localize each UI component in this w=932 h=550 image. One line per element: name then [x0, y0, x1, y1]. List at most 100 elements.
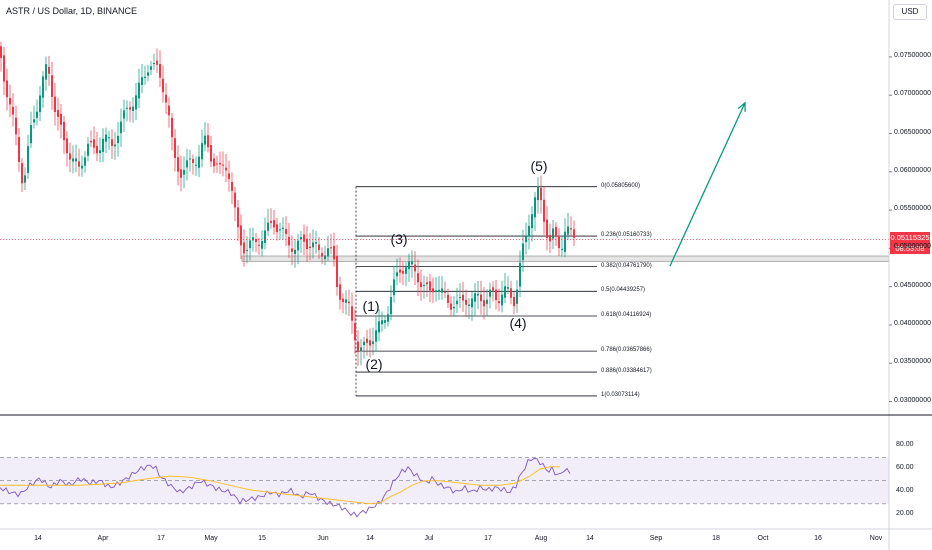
candle — [567, 212, 569, 241]
candle — [573, 220, 575, 247]
candle — [375, 316, 377, 352]
rsi-tick-label: 20.00 — [896, 510, 914, 518]
price-tag-countdown: 08:53:08 — [895, 244, 925, 253]
candle — [420, 270, 422, 301]
candle — [477, 280, 479, 310]
candle — [105, 127, 107, 154]
candle — [39, 86, 41, 122]
candle — [69, 142, 71, 173]
candle — [261, 230, 263, 257]
candle — [507, 276, 509, 295]
candle — [216, 155, 218, 173]
candle — [450, 296, 452, 316]
candle — [279, 222, 281, 240]
candle — [6, 68, 8, 111]
time-tick-label: Apr — [97, 535, 109, 542]
candle — [417, 259, 419, 297]
candle — [339, 276, 341, 310]
price-tick-label: 0.04000000 — [894, 319, 931, 327]
candle — [531, 206, 533, 242]
candle — [327, 235, 329, 262]
time-tick-label: 15 — [258, 535, 266, 542]
price-tick-label: 0.03000000 — [894, 396, 931, 404]
support-zone-rect — [241, 255, 890, 262]
time-tick-label: Jul — [424, 535, 434, 542]
candle — [456, 287, 458, 314]
time-tick-label: Jun — [317, 535, 329, 542]
candle — [144, 65, 146, 85]
candle — [387, 306, 389, 327]
candle — [492, 281, 494, 302]
candle — [330, 233, 332, 255]
price-tick-label: 0.06500000 — [894, 128, 931, 136]
candle — [384, 315, 386, 329]
price-tick-label: 0.07500000 — [894, 51, 931, 59]
support-zone — [241, 255, 890, 262]
fibonacci-levels — [355, 186, 597, 397]
candle — [276, 217, 278, 241]
candle — [438, 276, 440, 301]
candle — [198, 144, 200, 178]
candle — [525, 222, 527, 255]
fibonacci-label: 0.786(0.03657866) — [601, 347, 652, 354]
candle — [201, 129, 203, 168]
candle — [249, 227, 251, 261]
candle — [300, 230, 302, 254]
candle — [312, 229, 314, 259]
candle — [432, 277, 434, 304]
candle — [42, 71, 44, 108]
candle — [258, 237, 260, 255]
candle — [282, 217, 284, 240]
price-tick-label: 0.06000000 — [894, 166, 931, 174]
candle — [72, 145, 74, 174]
candle — [369, 328, 371, 358]
candle — [288, 223, 290, 259]
candle — [519, 250, 521, 298]
wave-label: (2) — [365, 355, 383, 372]
candle — [18, 128, 20, 172]
fibonacci-label: 0.618(0.04116924) — [601, 311, 652, 318]
price-tick-label: 0.05000000 — [894, 243, 931, 251]
candle — [396, 258, 398, 286]
candle — [393, 265, 395, 303]
candle — [213, 153, 215, 174]
candle — [537, 177, 539, 214]
candle — [285, 216, 287, 246]
candle — [168, 97, 170, 128]
rsi-tick-label: 80.00 — [896, 440, 914, 448]
currency-selector[interactable]: USD — [893, 4, 927, 20]
candle — [78, 148, 80, 177]
candle — [225, 153, 227, 183]
candle — [297, 233, 299, 265]
candle — [87, 137, 89, 162]
rsi-tick-label: 60.00 — [896, 464, 914, 472]
candle — [171, 112, 173, 151]
rsi-line — [0, 458, 571, 518]
candle — [486, 289, 488, 317]
candle — [291, 235, 293, 266]
candle — [120, 108, 122, 147]
candle — [480, 280, 482, 315]
candle — [93, 126, 95, 155]
candle — [174, 129, 176, 172]
candle — [45, 56, 47, 91]
candle — [357, 330, 359, 366]
candle — [318, 237, 320, 259]
candle — [342, 293, 344, 314]
time-tick-label: 17 — [157, 535, 165, 542]
chart-title: ASTR / US Dollar, 1D, BINANCE — [6, 6, 138, 16]
candle — [366, 329, 368, 356]
candle — [564, 218, 566, 257]
candle — [156, 48, 158, 73]
candle — [75, 144, 77, 173]
price-tick-label: 0.03500000 — [894, 358, 931, 366]
candle — [180, 155, 182, 192]
candle — [462, 281, 464, 312]
candle — [435, 277, 437, 302]
candle — [246, 236, 248, 264]
candle — [555, 222, 557, 247]
candle — [552, 220, 554, 250]
candle — [522, 229, 524, 272]
candle — [90, 130, 92, 148]
